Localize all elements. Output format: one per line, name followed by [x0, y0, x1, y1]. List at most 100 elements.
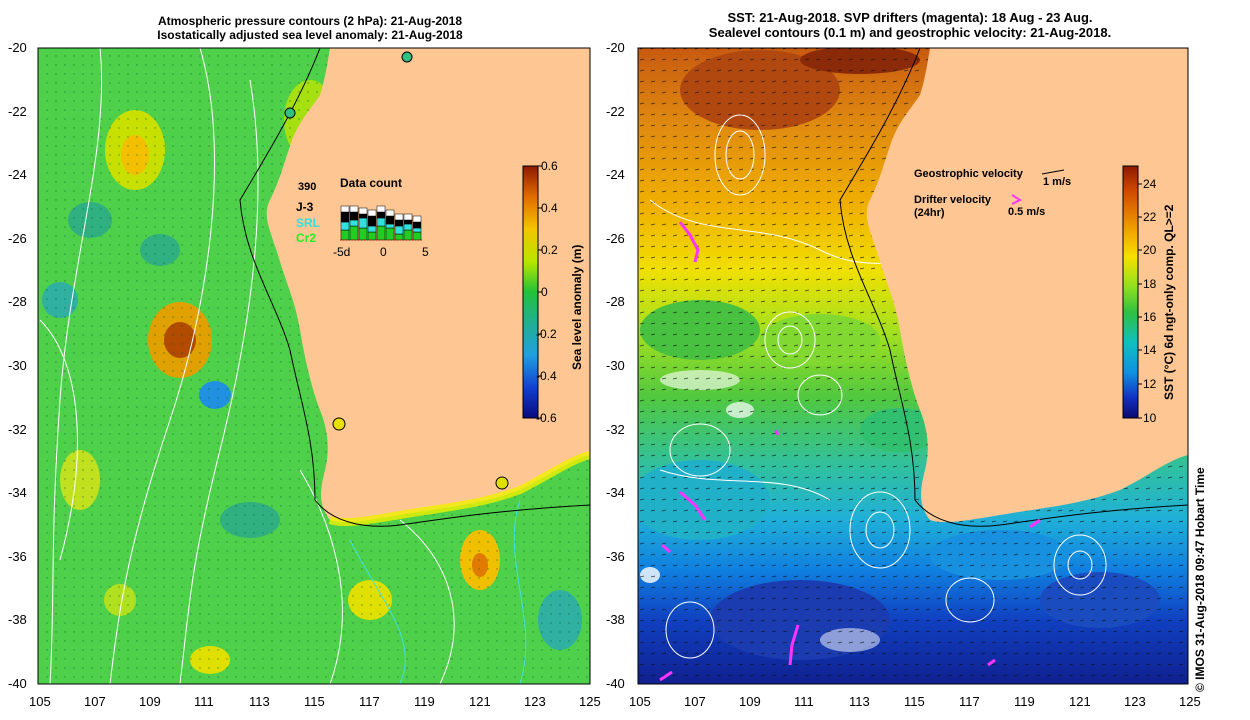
inset-bar [376, 205, 386, 213]
legend-geo-label: Geostrophic velocity [914, 168, 1023, 180]
inset-bar [394, 219, 404, 227]
inset-bar [358, 207, 368, 215]
inset-bar [358, 227, 368, 241]
inset-bar [340, 211, 350, 223]
x-tick: 113 [249, 694, 270, 709]
data-count-inset [340, 188, 424, 241]
inset-bar [376, 211, 386, 219]
inset-series-cr2: Cr2 [296, 231, 317, 245]
right-plot-frame [637, 47, 1189, 685]
cb-tick: 10 [1143, 411, 1157, 425]
y-tick: -24 [8, 167, 27, 182]
x-tick: 111 [794, 694, 814, 709]
y-tick: -32 [8, 422, 27, 437]
cb-tick: 0.2 [541, 243, 558, 257]
inset-bar [412, 221, 422, 229]
inset-bar [349, 225, 359, 241]
inset-bar [376, 217, 386, 227]
x-tick: 123 [524, 694, 546, 709]
inset-x-tick: -5d [333, 245, 351, 259]
right-title: SST: 21-Aug-2018. SVP drifters (magenta)… [660, 10, 1160, 40]
tide-gauge-marker [332, 417, 346, 431]
inset-bar [394, 233, 404, 241]
y-tick: -24 [606, 167, 625, 182]
x-tick: 119 [414, 694, 435, 709]
right-colorbar-label: SST (°C) 6d ngt-only comp. QL>=2 [1162, 204, 1176, 400]
inset-bar [349, 219, 359, 227]
x-tick: 107 [84, 694, 106, 709]
x-tick: 113 [849, 694, 870, 709]
y-tick: -38 [8, 612, 27, 627]
drifter-velocity-arrow [1011, 194, 1023, 205]
inset-bar [394, 225, 404, 235]
legend-drifter-scale: 0.5 m/s [1008, 206, 1046, 218]
y-tick: -20 [8, 40, 27, 55]
x-tick: 123 [1124, 694, 1146, 709]
y-tick: -26 [8, 231, 27, 246]
inset-bar [403, 213, 413, 221]
left-title-line1: Atmospheric pressure contours (2 hPa): 2… [157, 14, 463, 28]
cb-tick: 16 [1143, 310, 1157, 324]
cb-tick: 0 [541, 285, 548, 299]
left-colorbar-label: Sea level anomaly (m) [570, 244, 584, 370]
left-land [266, 48, 590, 523]
y-tick: -34 [606, 485, 625, 500]
right-colorbar-ticks [1138, 183, 1142, 419]
x-tick: 121 [1069, 694, 1091, 709]
x-tick: 115 [304, 694, 325, 709]
x-tick: 105 [29, 694, 51, 709]
y-tick: -26 [606, 231, 625, 246]
left-colorbar-ticks [538, 165, 542, 419]
cb-tick: 0.6 [541, 159, 558, 173]
inset-bar [412, 215, 422, 223]
inset-bar [358, 217, 368, 229]
inset-x-tick: 0 [380, 245, 387, 259]
cyan-contours [349, 499, 527, 684]
legend-geo-scale: 1 m/s [1043, 176, 1072, 188]
cb-tick: 22 [1143, 210, 1157, 224]
inset-bar [367, 215, 377, 227]
inset-bar [403, 229, 413, 241]
right-colorbar [1122, 165, 1139, 419]
y-tick: -22 [606, 104, 625, 119]
right-shelf-line [839, 48, 1188, 527]
inset-title: Data count [340, 176, 403, 190]
x-tick: 109 [139, 694, 161, 709]
inset-bar [358, 213, 368, 219]
legend-drifter-sub: (24hr) [914, 207, 945, 219]
inset-bar [412, 231, 422, 241]
x-tick: 117 [959, 694, 980, 709]
y-tick: -28 [8, 294, 27, 309]
tide-gauge-marker [284, 107, 296, 119]
cb-tick: 18 [1143, 277, 1157, 291]
inset-bar [367, 231, 377, 241]
right-title-line1: SST: 21-Aug-2018. SVP drifters (magenta)… [727, 10, 1093, 25]
inset-count: 390 [298, 181, 317, 193]
drifter-tracks [659, 221, 1041, 682]
pressure-contours [39, 48, 455, 684]
inset-bar [367, 209, 377, 217]
cb-tick: 24 [1143, 177, 1157, 191]
y-tick: -40 [606, 676, 625, 691]
cb-tick: -0.2 [536, 327, 557, 341]
x-tick: 107 [684, 694, 706, 709]
x-tick: 111 [194, 694, 214, 709]
x-tick: 121 [469, 694, 491, 709]
y-tick: -36 [606, 549, 625, 564]
x-tick: 115 [904, 694, 925, 709]
right-title-line2: Sealevel contours (0.1 m) and geostrophi… [708, 25, 1112, 40]
y-tick: -38 [606, 612, 625, 627]
credit-text: © IMOS 31-Aug-2018 09:47 Hobart Time [1193, 467, 1207, 692]
sealevel-contours [649, 114, 1107, 659]
y-tick: -30 [606, 358, 625, 373]
x-tick: 109 [739, 694, 761, 709]
cb-tick: -0.6 [536, 411, 557, 425]
x-tick: 117 [359, 694, 380, 709]
left-coast-yellow [328, 451, 590, 527]
x-tick: 105 [629, 694, 651, 709]
left-shelf-line [239, 48, 590, 527]
cb-tick: 20 [1143, 243, 1157, 257]
x-tick: 119 [1014, 694, 1035, 709]
y-tick: -32 [606, 422, 625, 437]
